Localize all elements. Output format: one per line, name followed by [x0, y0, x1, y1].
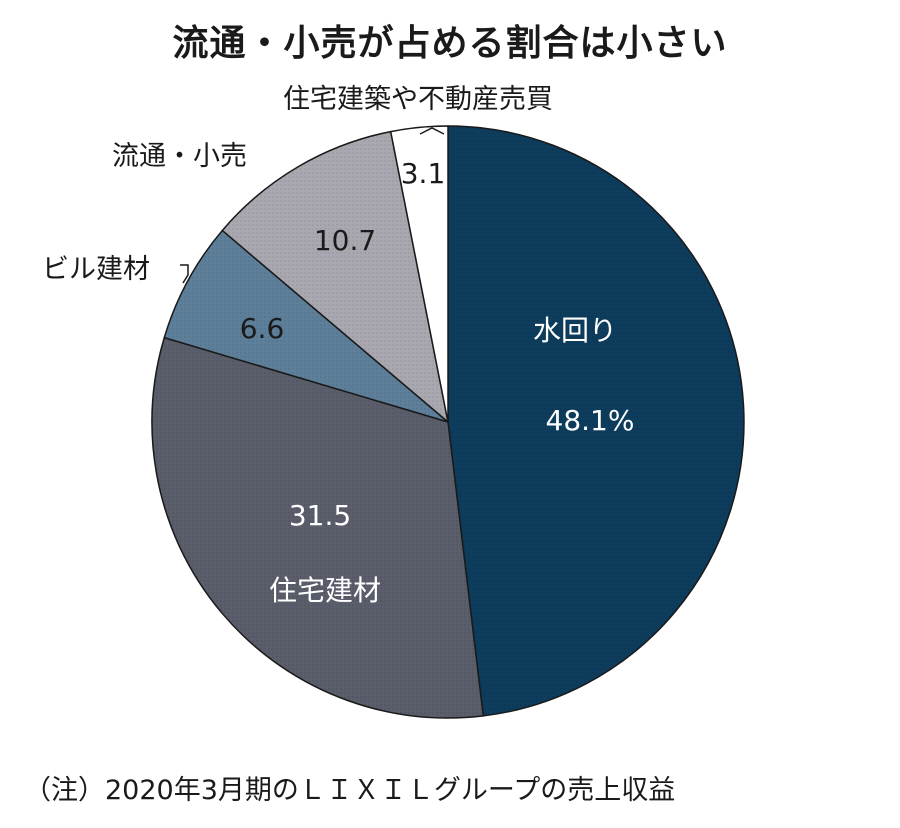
leader-line: [419, 127, 445, 135]
slice-category-label: 住宅建材: [269, 574, 381, 607]
pie-slice-texture-1: [152, 337, 484, 718]
slice-value-label: 6.6: [240, 312, 285, 345]
slice-outside-label: 住宅建築や不動産売買: [283, 84, 553, 115]
chart-title: 流通・小売が占める割合は小さい: [172, 23, 728, 64]
pie-slice-texture-2: [164, 230, 448, 422]
slice-outside-label: 流通・小売: [112, 141, 247, 172]
slice-category-label: 水回り: [533, 314, 617, 347]
slice-value-label: 48.1%: [546, 404, 635, 437]
slice-value-label: 10.7: [314, 224, 376, 257]
pie-slice-texture-0: [448, 126, 744, 716]
slice-outside-label: ビル建材: [42, 254, 150, 285]
slice-value-label: 3.1: [401, 157, 446, 190]
slice-value-label: 31.5: [289, 499, 351, 532]
footnote: （注）2020年3月期のＬＩＸＩＬグループの売上収益: [24, 775, 676, 806]
leader-line: [180, 264, 189, 284]
pie-slice-4: [389, 125, 449, 423]
pie-slice-texture-3: [222, 131, 448, 422]
